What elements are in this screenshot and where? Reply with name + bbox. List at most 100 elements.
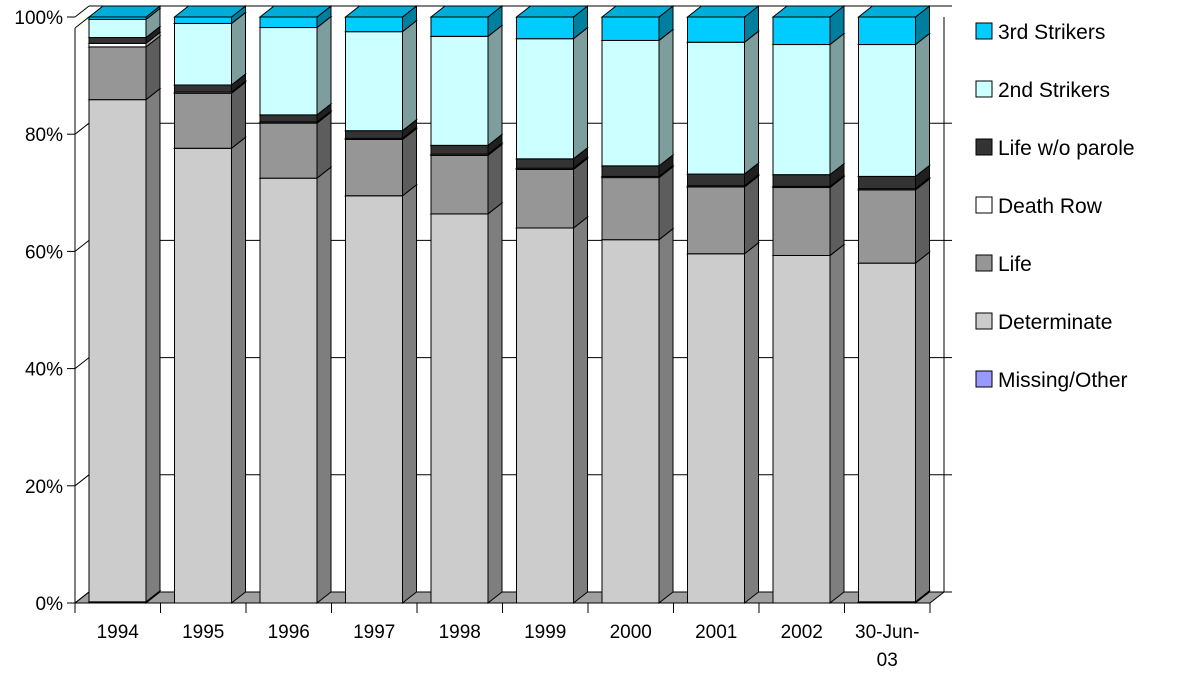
bar-side-face xyxy=(658,28,674,167)
bar-segment-determinate xyxy=(857,251,931,603)
legend-item: 3rd Strikers xyxy=(975,21,1105,44)
bar-segment-life xyxy=(857,177,931,265)
bar-segment-3rd-strikers xyxy=(87,4,162,21)
gridline-depth xyxy=(74,122,90,135)
bar-front-face xyxy=(174,92,232,149)
bar-stack xyxy=(771,4,846,605)
bar-segment-2nd-strikers xyxy=(429,24,504,147)
bar-segment-determinate xyxy=(87,87,162,603)
bar-top-face xyxy=(429,5,504,18)
bar-stack xyxy=(87,4,162,605)
legend-swatch xyxy=(975,370,993,388)
bar-side-face xyxy=(744,174,759,255)
bar-segment-2nd-strikers xyxy=(686,30,760,176)
bar-top-face xyxy=(173,5,247,18)
bar-side-face xyxy=(316,166,332,605)
bar-side-face xyxy=(658,227,674,605)
bar-front-face xyxy=(687,186,745,255)
bar-front-face xyxy=(174,16,232,24)
bar-segment-determinate xyxy=(600,227,675,605)
legend-label: Death Row xyxy=(998,195,1103,218)
x-tick-label: 1995 xyxy=(182,622,224,643)
bar-segment-2nd-strikers xyxy=(258,15,333,116)
bar-front-face xyxy=(516,168,574,229)
bar-front-face xyxy=(687,173,745,187)
bar-side-face xyxy=(744,30,759,176)
bar-side-face xyxy=(829,32,845,176)
bar-front-face xyxy=(259,114,318,123)
x-tick-label: 30-Jun-03 xyxy=(855,622,919,671)
bar-front-face xyxy=(858,44,916,177)
legend-label: Missing/Other xyxy=(998,369,1128,392)
bar-front-face xyxy=(430,35,489,146)
bar-segment-3rd-strikers xyxy=(173,4,247,25)
bar-top-face xyxy=(771,5,846,18)
y-tick-label: 0% xyxy=(36,594,64,615)
bar-top-face xyxy=(258,5,333,18)
bar-segment-determinate xyxy=(173,136,247,605)
bar-front-face xyxy=(88,42,147,48)
bar-side-face xyxy=(487,201,503,605)
bar-front-face xyxy=(430,144,489,155)
legend-swatch xyxy=(975,312,993,330)
bar-segment-3rd-strikers xyxy=(515,4,589,40)
bar-front-face xyxy=(516,16,574,40)
bar-front-face xyxy=(687,41,745,175)
y-axis-tick-labels: 0% 20% 40% 60% 80% 100% xyxy=(14,8,63,615)
legend-item: Death Row xyxy=(975,195,1103,218)
bar-segment-determinate xyxy=(429,201,504,605)
bar-front-face xyxy=(345,195,403,604)
bar-front-face xyxy=(88,18,147,39)
y-tick-label: 80% xyxy=(25,125,63,146)
bar-top-face xyxy=(344,5,418,18)
bar-front-face xyxy=(259,27,318,116)
bar-segment-2nd-strikers xyxy=(600,28,675,167)
bar-side-face xyxy=(573,215,588,605)
legend-swatch xyxy=(975,254,993,272)
bar-segment-3rd-strikers xyxy=(857,4,931,46)
bar-segment-2nd-strikers xyxy=(857,32,931,178)
bar-front-face xyxy=(88,99,147,603)
bar-front-face xyxy=(858,262,916,603)
bar-front-face xyxy=(430,213,489,604)
gridline-depth xyxy=(74,591,90,604)
bar-front-face xyxy=(858,189,916,264)
legend-label: 2nd Strikers xyxy=(998,79,1110,102)
bar-front-face xyxy=(601,177,660,241)
bar-front-face xyxy=(687,253,745,604)
bar-side-face xyxy=(402,19,417,132)
gridline-depth xyxy=(74,5,90,18)
bar-top-face xyxy=(87,5,162,18)
bar-segment-determinate xyxy=(771,243,846,605)
legend-label: Determinate xyxy=(998,311,1112,334)
bar-front-face xyxy=(772,44,831,176)
bar-segment-determinate xyxy=(515,215,589,605)
bar-side-face xyxy=(744,241,759,605)
bar-side-face xyxy=(573,157,588,229)
x-tick-label: 1999 xyxy=(524,622,566,643)
legend-swatch xyxy=(975,22,993,40)
bar-stack xyxy=(857,4,931,605)
bar-front-face xyxy=(772,174,831,187)
bar-top-face xyxy=(857,5,931,18)
bar-side-face xyxy=(915,177,930,265)
bar-top-face xyxy=(686,5,760,18)
bar-front-face xyxy=(430,16,489,37)
bar-segment-2nd-strikers xyxy=(771,32,846,176)
bar-segment-3rd-strikers xyxy=(600,4,675,42)
bar-stack xyxy=(258,4,333,605)
bar-front-face xyxy=(259,16,318,29)
bar-stack xyxy=(600,4,675,605)
gridline-depth xyxy=(74,240,90,252)
bar-side-face xyxy=(915,32,930,178)
bar-side-face xyxy=(658,165,674,241)
top-depth-edge xyxy=(74,16,90,29)
bar-front-face xyxy=(772,16,831,46)
bar-segment-3rd-strikers xyxy=(429,4,504,38)
x-tick-label: 2001 xyxy=(695,622,737,643)
bar-side-face xyxy=(402,183,417,605)
bar-side-face xyxy=(145,87,161,603)
bar-front-face xyxy=(516,227,574,604)
x-tick-label: 2000 xyxy=(610,622,652,643)
